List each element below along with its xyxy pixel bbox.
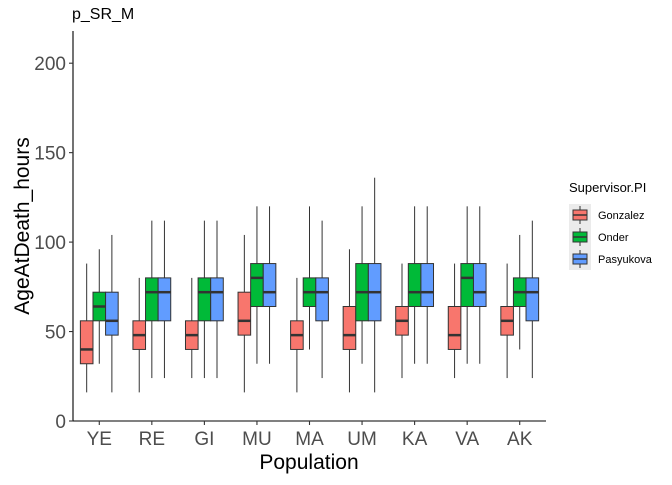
plot-area: 0 50 100 150 200 YE RE GI MU MA UM KA VA AK — [34, 31, 546, 450]
box-onder — [250, 263, 264, 308]
x-axis-title: Population — [259, 451, 358, 474]
x-tick-label: UM — [347, 429, 377, 450]
box-gonzalez — [447, 306, 462, 350]
x-tick-label: KA — [402, 429, 428, 450]
box-pasyukova — [315, 277, 329, 322]
box-pasyukova — [525, 277, 540, 322]
legend-label-pasyukova: Pasyukova — [598, 254, 653, 266]
legend-title: Supervisor.PI — [569, 180, 646, 195]
box-onder — [197, 277, 212, 322]
box-gonzalez — [79, 320, 94, 365]
y-tick-label: 200 — [34, 54, 66, 75]
x-tick-label: GI — [194, 429, 214, 450]
x-tick-label: MA — [295, 429, 324, 450]
box-gonzalez — [342, 306, 357, 350]
y-tick-label: 100 — [34, 233, 66, 254]
box-pasyukova — [210, 277, 224, 322]
y-tick-label: 50 — [45, 323, 66, 344]
box-onder — [145, 277, 159, 322]
legend-label-onder: Onder — [598, 232, 629, 244]
box-gonzalez — [237, 291, 252, 336]
y-axis-title: AgeAtDeath_hours — [11, 137, 34, 314]
chart-title: p_SR_M — [72, 6, 134, 23]
legend: Gonzalez Onder Pasyukova — [569, 204, 653, 270]
x-tick-label: AK — [507, 429, 533, 450]
legend-label-gonzalez: Gonzalez — [598, 210, 644, 222]
box-pasyukova — [157, 277, 172, 322]
box-pasyukova — [420, 263, 435, 308]
x-tick-label: MU — [242, 429, 272, 450]
x-tick-label: RE — [139, 429, 165, 450]
box-onder — [407, 263, 422, 308]
y-tick-label: 150 — [34, 144, 66, 165]
box-pasyukova — [105, 291, 119, 336]
box-onder — [460, 263, 474, 308]
x-tick-label: YE — [87, 429, 112, 450]
x-tick-label: VA — [455, 429, 479, 450]
box-pasyukova — [472, 263, 487, 308]
y-tick-label: 0 — [55, 412, 66, 433]
box-pasyukova — [262, 263, 277, 308]
